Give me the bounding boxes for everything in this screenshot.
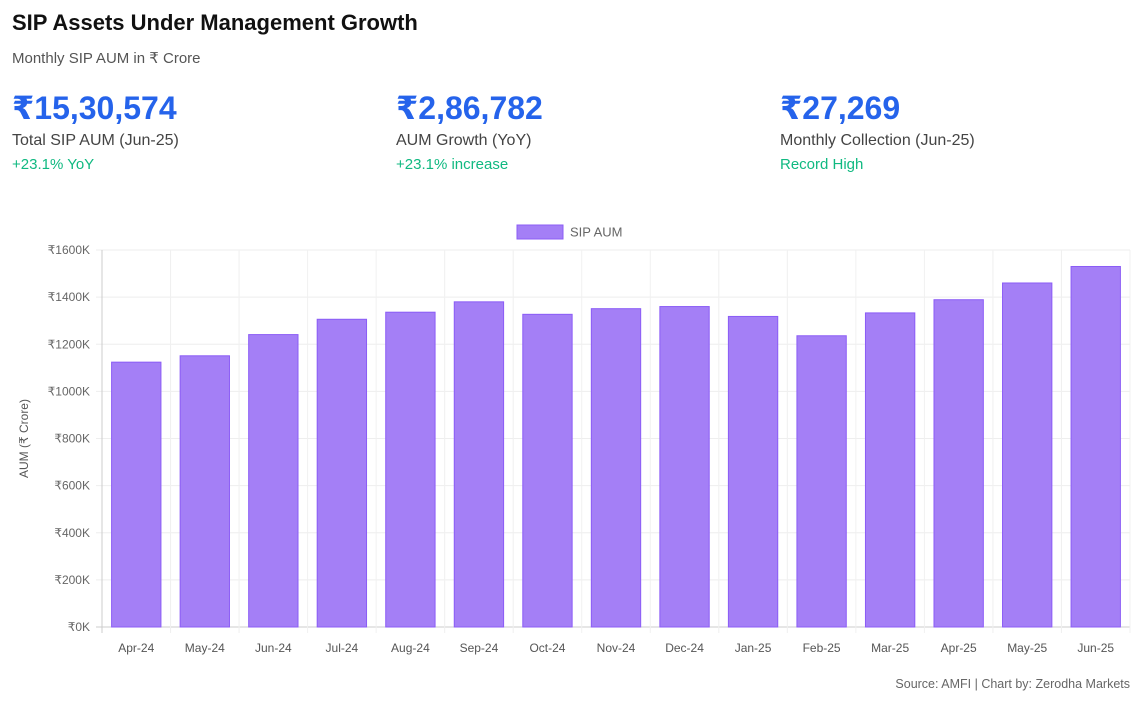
y-tick-label: ₹0K — [68, 620, 90, 634]
y-tick-label: ₹400K — [54, 526, 90, 540]
y-tick-label: ₹1200K — [48, 337, 90, 351]
bar-may-25[interactable] — [1002, 282, 1053, 628]
chart-source: Source: AMFI | Chart by: Zerodha Markets — [895, 677, 1130, 691]
bar-jan-25[interactable] — [727, 315, 779, 628]
bar-feb-25[interactable] — [796, 335, 847, 628]
stat-note: +23.1% increase — [396, 156, 509, 173]
x-tick-label: Jun-24 — [255, 641, 292, 655]
x-tick-label: Nov-24 — [597, 641, 636, 655]
y-tick-label: ₹800K — [54, 432, 90, 446]
y-tick-label: ₹600K — [54, 479, 90, 493]
sip-aum-bar-chart: ₹0K ₹200K ₹400K ₹600K ₹800K ₹1000K ₹1200K ₹1400… — [17, 224, 1131, 655]
stat-label: Monthly Collection (Jun-25) — [780, 132, 975, 149]
x-tick-label: Jan-25 — [735, 641, 772, 655]
bar-mar-25[interactable] — [864, 312, 916, 628]
bar-sep-24[interactable] — [453, 301, 505, 628]
stat-note: Record High — [780, 156, 864, 173]
x-tick-label: Sep-24 — [460, 641, 499, 655]
x-tick-label: May-24 — [185, 641, 225, 655]
bar-oct-24[interactable] — [522, 313, 573, 628]
stat-monthly-collection: ₹27,269 Monthly Collection (Jun-25) Reco… — [780, 90, 1138, 173]
y-tick-label: ₹1400K — [48, 290, 90, 304]
y-tick-label: ₹1600K — [48, 243, 90, 257]
stat-value: ₹15,30,574 — [12, 90, 177, 126]
stat-note: +23.1% YoY — [12, 156, 95, 173]
y-tick-label: ₹200K — [54, 573, 90, 587]
x-tick-label: Apr-24 — [118, 641, 154, 655]
stat-total-aum: ₹15,30,574 Total SIP AUM (Jun-25) +23.1%… — [12, 90, 382, 173]
x-tick-label: Jun-25 — [1077, 641, 1114, 655]
bar-jun-25[interactable] — [1070, 265, 1121, 628]
stat-aum-growth: ₹2,86,782 AUM Growth (YoY) +23.1% increa… — [396, 90, 766, 173]
y-axis-title: AUM (₹ Crore) — [17, 399, 31, 478]
bar-apr-25[interactable] — [933, 299, 984, 628]
x-tick-label: Mar-25 — [871, 641, 909, 655]
axis-labels: ₹0K ₹200K ₹400K ₹600K ₹800K ₹1000K ₹1200K ₹1400… — [17, 243, 1114, 655]
y-tick-label: ₹1000K — [48, 384, 90, 398]
x-tick-label: Apr-25 — [941, 641, 977, 655]
x-tick-label: Feb-25 — [803, 641, 841, 655]
stat-label: Total SIP AUM (Jun-25) — [12, 132, 179, 149]
legend[interactable]: SIP AUM — [516, 224, 623, 240]
x-tick-label: Jul-24 — [326, 641, 359, 655]
page-title: SIP Assets Under Management Growth — [12, 10, 418, 35]
legend-swatch[interactable] — [516, 224, 564, 240]
bar-jun-24[interactable] — [248, 334, 299, 628]
legend-label[interactable]: SIP AUM — [570, 225, 623, 240]
bar-nov-24[interactable] — [590, 308, 642, 628]
bars — [111, 265, 1121, 628]
page-subtitle: Monthly SIP AUM in ₹ Crore — [12, 50, 201, 67]
x-tick-label: Dec-24 — [665, 641, 704, 655]
stat-value: ₹2,86,782 — [396, 90, 543, 126]
bar-dec-24[interactable] — [659, 306, 710, 628]
x-tick-label: Aug-24 — [391, 641, 430, 655]
bar-apr-24[interactable] — [111, 361, 162, 628]
stat-value: ₹27,269 — [780, 90, 901, 126]
bar-aug-24[interactable] — [385, 311, 436, 628]
x-tick-label: Oct-24 — [529, 641, 565, 655]
bar-may-24[interactable] — [179, 355, 230, 628]
stat-label: AUM Growth (YoY) — [396, 132, 532, 149]
x-tick-label: May-25 — [1007, 641, 1047, 655]
bar-jul-24[interactable] — [316, 318, 368, 628]
